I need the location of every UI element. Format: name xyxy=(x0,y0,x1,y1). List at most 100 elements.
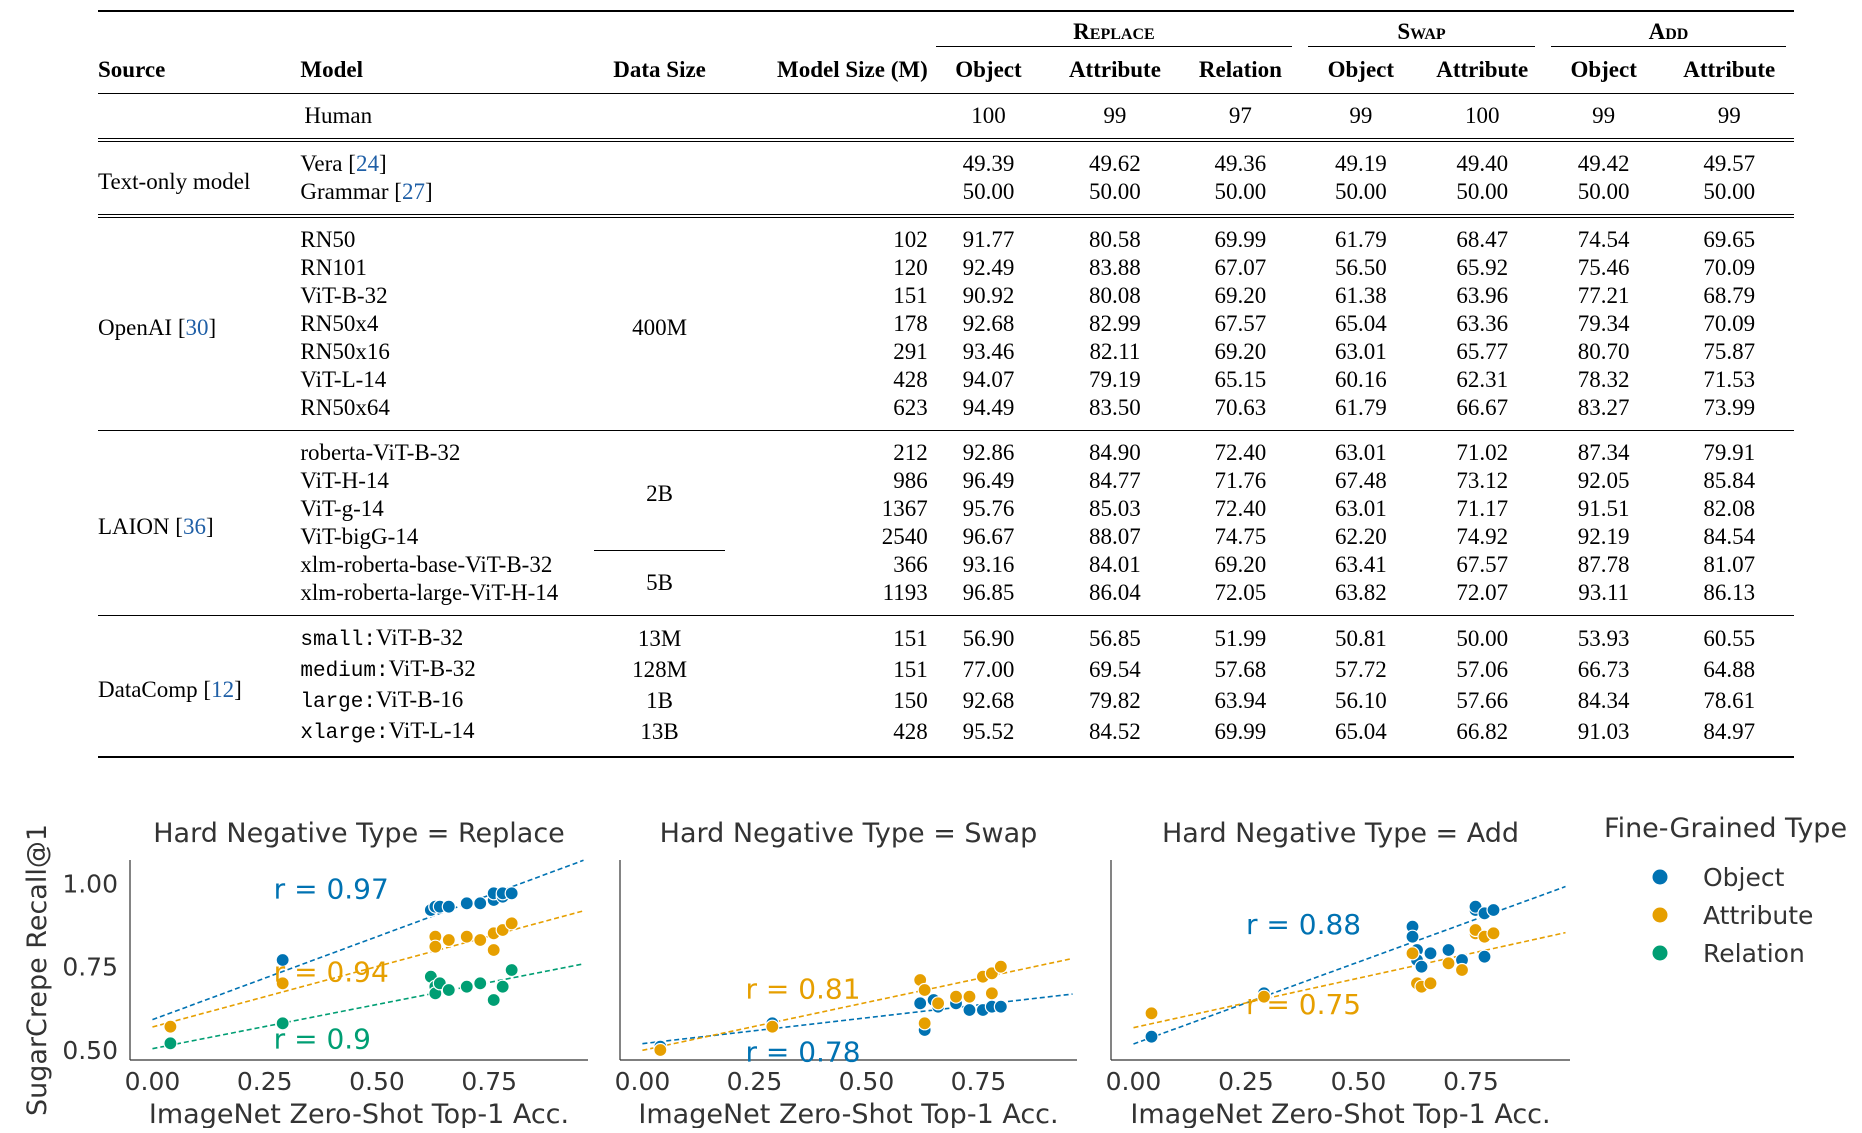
value-cell: 69.20 xyxy=(1214,282,1267,308)
legend-marker xyxy=(1652,907,1668,923)
table-row: medium:ViT-B-32 128M 151 77.00 69.54 57.68 57.… xyxy=(98,655,1794,686)
data-size-cell: 128M xyxy=(632,657,688,682)
model-cell: RN50 xyxy=(300,216,593,254)
model-name: xlm-roberta-large-ViT-H-14 xyxy=(300,579,559,605)
model-cell: small:ViT-B-32 xyxy=(300,615,593,655)
value-cell: 63.82 xyxy=(1334,579,1387,605)
value-cell: 80.70 xyxy=(1577,338,1630,364)
model-cell: ViT-H-14 xyxy=(300,467,593,495)
value-cell: 79.19 xyxy=(1089,366,1141,392)
data-point-attribute xyxy=(962,989,977,1004)
value-cell: 87.34 xyxy=(1577,439,1630,465)
model-name: RN101 xyxy=(300,254,367,280)
data-point-attribute xyxy=(984,986,999,1001)
x-tick-label: 0.25 xyxy=(1218,1067,1274,1096)
x-tick-label: 0.50 xyxy=(1331,1067,1387,1096)
legend: Fine-Grained Type Object Attribute Relation xyxy=(1604,813,1847,968)
value-cell: 78.32 xyxy=(1577,366,1630,392)
correlation-label: r = 0.81 xyxy=(745,972,860,1005)
model-name: roberta-ViT-B-32 xyxy=(300,439,461,465)
citation-link[interactable]: 24 xyxy=(355,150,379,176)
model-size-cell: 178 xyxy=(893,310,928,336)
data-point-object xyxy=(459,896,474,911)
correlation-label: r = 0.75 xyxy=(1246,988,1361,1021)
value-cell: 79.82 xyxy=(1089,688,1141,713)
citation-link[interactable]: 27 xyxy=(401,178,425,204)
source-cell: OpenAI [30] xyxy=(98,314,217,340)
data-point-relation xyxy=(441,982,456,998)
correlation-plots: Hard Negative Type = Replace 0.00 0.25 0.50… xyxy=(0,780,1862,1130)
citation-link[interactable]: 36 xyxy=(182,513,206,539)
correlation-label: r = 0.97 xyxy=(274,872,389,905)
source-name: OpenAI xyxy=(98,314,173,340)
value-cell: 49.57 xyxy=(1703,150,1756,176)
value-cell: 93.16 xyxy=(962,551,1015,577)
header-add-object: Object xyxy=(1570,56,1637,82)
data-point-attribute xyxy=(1486,926,1501,941)
human-value: 100 xyxy=(971,102,1006,128)
data-point-attribute xyxy=(1441,956,1456,971)
value-cell: 50.00 xyxy=(962,178,1015,204)
value-cell: 82.99 xyxy=(1089,310,1141,336)
model-size-cell: 1367 xyxy=(881,495,928,521)
value-cell: 69.20 xyxy=(1214,338,1267,364)
correlation-label: r = 0.94 xyxy=(274,956,389,989)
y-axis-label: SugarCrepe Recall@1 xyxy=(22,824,53,1116)
model-cell: xlm-roberta-base-ViT-B-32 xyxy=(300,551,593,579)
data-point-object xyxy=(473,896,488,911)
correlation-label: r = 0.88 xyxy=(1246,908,1361,941)
value-cell: 69.99 xyxy=(1214,226,1267,252)
data-size-cell: 5B xyxy=(646,569,673,595)
model-size-cell: 428 xyxy=(893,719,928,744)
value-cell: 86.13 xyxy=(1703,579,1756,605)
data-point-relation xyxy=(163,1036,178,1051)
model-size-cell: 2540 xyxy=(881,523,928,549)
data-size-cell: 400M xyxy=(632,314,688,340)
table-row: RN50x16 291 93.46 82.11 69.20 63.01 65.77 80.70… xyxy=(98,338,1794,366)
table-row: xlarge:ViT-L-14 13B 428 95.52 84.52 69.99 65.0… xyxy=(98,717,1794,757)
model-cell: RN50x64 xyxy=(300,394,593,431)
model-cell: RN50x4 xyxy=(300,310,593,338)
data-point-attribute xyxy=(948,989,964,1004)
citation-link[interactable]: 12 xyxy=(211,676,235,702)
value-cell: 92.68 xyxy=(962,310,1015,336)
value-cell: 50.00 xyxy=(1334,178,1387,204)
citation-link[interactable]: 30 xyxy=(185,314,209,340)
data-point-attribute xyxy=(441,932,456,948)
data-size-cell: 2B xyxy=(593,430,726,551)
table-row: LAION [36] roberta-ViT-B-32 2B 212 92.86 84.9… xyxy=(98,430,1794,551)
value-cell: 50.00 xyxy=(1456,178,1509,204)
header-swap-object: Object xyxy=(1327,56,1395,82)
table-row: xlm-roberta-base-ViT-B-32 5B 366 93.16 84.01… xyxy=(98,551,1794,595)
value-cell: 85.03 xyxy=(1089,495,1141,521)
value-cell: 66.67 xyxy=(1456,394,1509,420)
value-cell: 56.50 xyxy=(1334,254,1387,280)
legend-marker xyxy=(1652,945,1668,961)
model-name: ViT-B-16 xyxy=(376,686,464,712)
value-cell: 67.48 xyxy=(1334,467,1387,493)
y-tick-label: 0.75 xyxy=(62,953,118,982)
value-cell: 72.40 xyxy=(1214,495,1267,521)
value-cell: 82.11 xyxy=(1089,338,1141,364)
data-point-relation xyxy=(495,979,510,994)
source-cell: LAION [36] xyxy=(98,513,214,539)
data-point-attribute xyxy=(653,1042,668,1058)
regression-line xyxy=(152,859,584,1021)
header-replace-object: Object xyxy=(955,56,1022,82)
x-tick-label: 0.75 xyxy=(461,1067,517,1096)
value-cell: 92.49 xyxy=(962,254,1015,280)
human-value: 99 xyxy=(1717,102,1741,128)
model-cell: RN50x16 xyxy=(300,338,593,366)
model-size-cell: 212 xyxy=(893,439,928,465)
data-point-attribute xyxy=(1454,962,1470,978)
table-row: OpenAI [30] RN50 400M 102 91.77 80.58 69.99 61.… xyxy=(98,215,1794,340)
header-replace-attribute: Attribute xyxy=(1068,56,1161,82)
value-cell: 82.08 xyxy=(1703,495,1756,521)
model-cell: ViT-L-14 xyxy=(300,366,593,394)
regression-line xyxy=(1133,931,1566,1029)
regression-line xyxy=(642,957,1073,1052)
value-cell: 63.01 xyxy=(1334,495,1387,521)
value-cell: 96.67 xyxy=(962,523,1015,549)
data-point-attribute xyxy=(917,982,932,998)
value-cell: 71.53 xyxy=(1703,366,1756,392)
